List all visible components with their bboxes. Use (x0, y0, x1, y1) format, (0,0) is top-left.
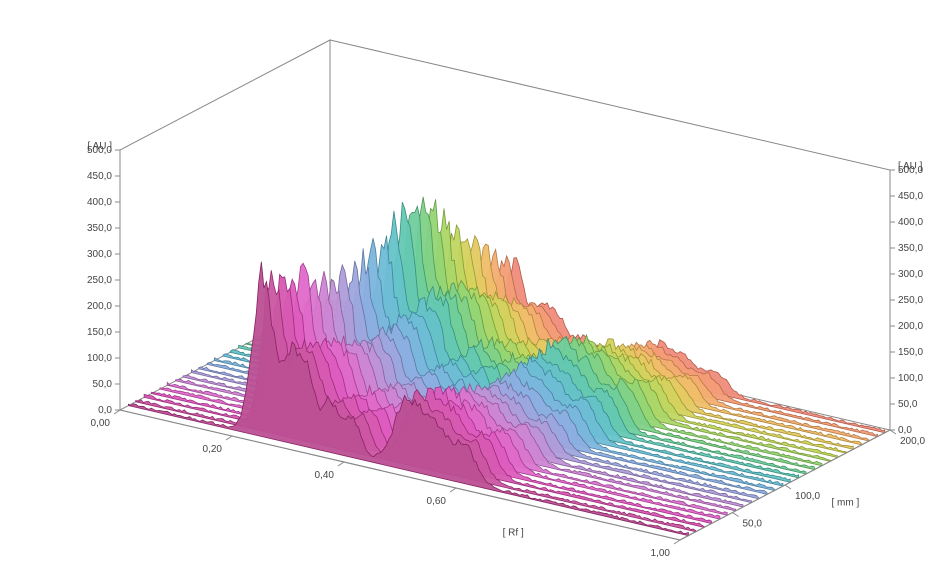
svg-text:150,0: 150,0 (87, 327, 112, 338)
svg-text:50,0: 50,0 (743, 519, 763, 530)
svg-text:350,0: 350,0 (898, 243, 923, 254)
z-left-axis-label: [ AU ] (88, 141, 113, 152)
svg-text:350,0: 350,0 (87, 223, 112, 234)
svg-text:400,0: 400,0 (87, 197, 112, 208)
svg-text:1,00: 1,00 (651, 548, 671, 559)
svg-text:100,0: 100,0 (87, 353, 112, 364)
svg-text:250,0: 250,0 (87, 275, 112, 286)
svg-text:0,60: 0,60 (427, 496, 447, 507)
svg-text:450,0: 450,0 (898, 191, 923, 202)
svg-text:200,0: 200,0 (87, 301, 112, 312)
x-axis-label: [ Rf ] (503, 528, 524, 539)
svg-text:250,0: 250,0 (898, 295, 923, 306)
svg-text:0,40: 0,40 (315, 470, 335, 481)
svg-text:100,0: 100,0 (795, 491, 820, 502)
z-right-axis-label: [ AU ] (898, 161, 923, 172)
svg-text:400,0: 400,0 (898, 217, 923, 228)
3d-spectra-chart: 0,0 50,0 100,0 150,0 200,0 250,0 300,0 350,0 400… (0, 0, 930, 576)
svg-text:200,0: 200,0 (898, 321, 923, 332)
y-axis-label: [ mm ] (832, 498, 860, 509)
svg-text:50,0: 50,0 (898, 399, 918, 410)
svg-text:50,0: 50,0 (93, 379, 113, 390)
svg-text:300,0: 300,0 (87, 249, 112, 260)
svg-text:0,0: 0,0 (98, 405, 112, 416)
svg-text:0,0: 0,0 (898, 425, 912, 436)
svg-text:200,0: 200,0 (900, 436, 925, 447)
svg-text:150,0: 150,0 (898, 347, 923, 358)
svg-text:0,20: 0,20 (203, 444, 223, 455)
svg-text:100,0: 100,0 (898, 373, 923, 384)
svg-text:0,00: 0,00 (91, 418, 111, 429)
svg-text:300,0: 300,0 (898, 269, 923, 280)
svg-text:450,0: 450,0 (87, 171, 112, 182)
